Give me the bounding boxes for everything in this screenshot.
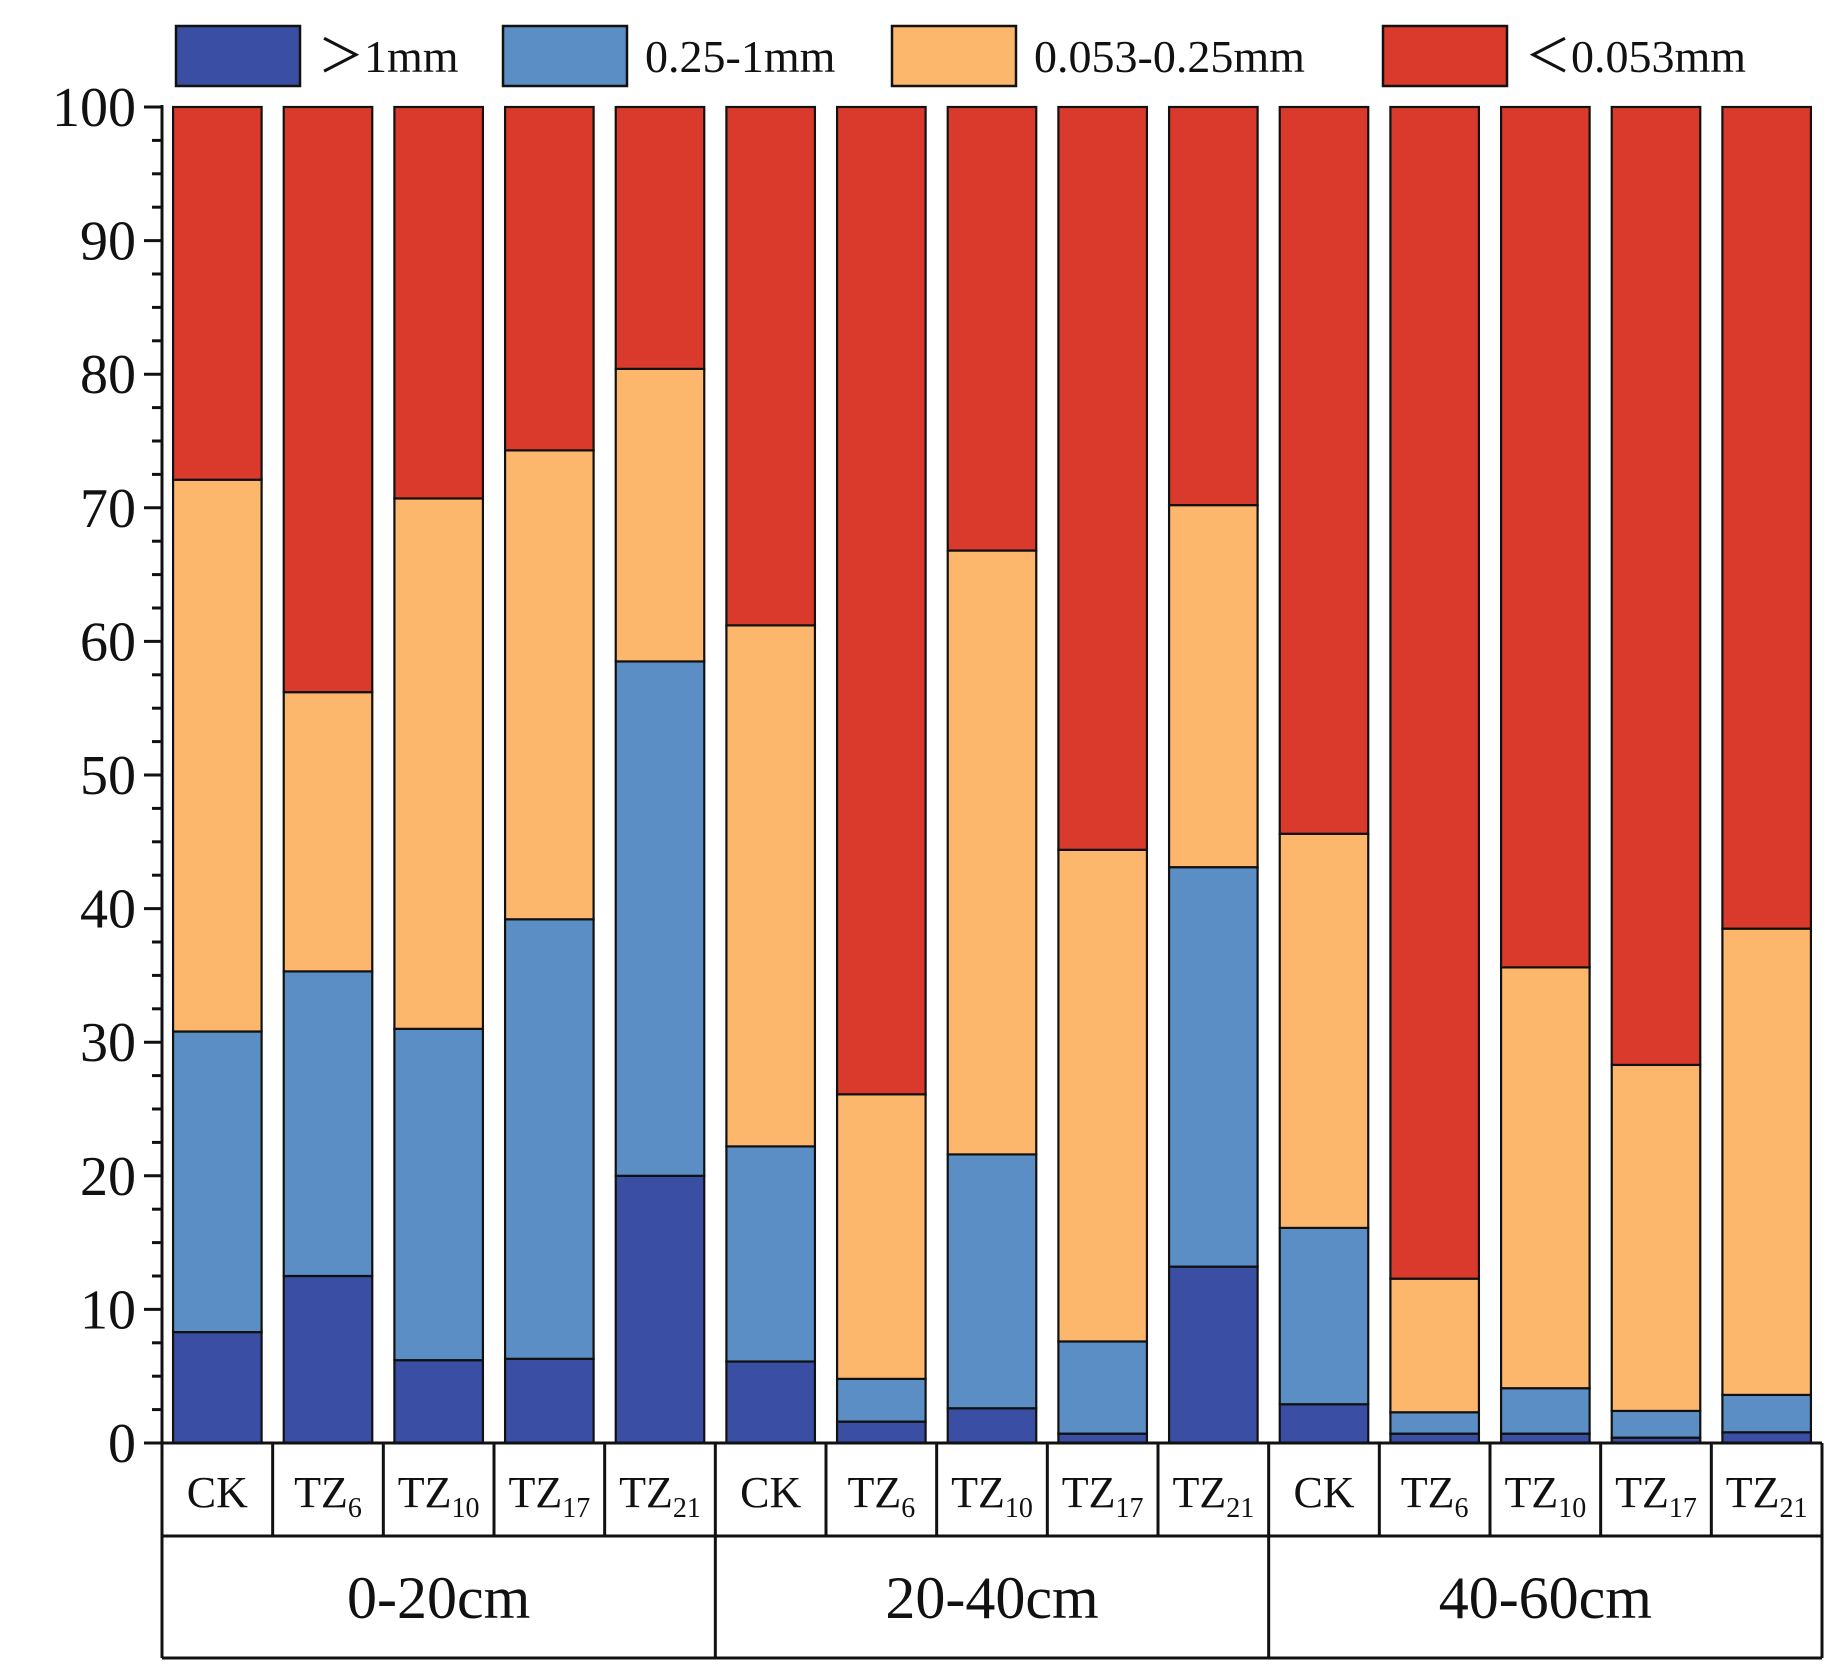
bar-segment-s2-c11: [1389, 1277, 1481, 1414]
bar-segment-s1-c8: [1057, 1340, 1149, 1435]
bar-segment-s3-c9: [1167, 105, 1259, 507]
category-label: CK: [740, 1468, 801, 1517]
legend-label: ＞1mm: [318, 31, 459, 82]
bar-segment-s0-c2: [393, 1359, 485, 1445]
bar-segment-s2-c1: [282, 691, 374, 973]
bar-segment-s1-c11: [1389, 1411, 1481, 1435]
legend-swatch: [501, 24, 629, 88]
bar-segment-s2-c10: [1278, 832, 1370, 1230]
bar-segment-s2-c13: [1610, 1063, 1702, 1413]
bar-segment-s3-c11: [1389, 105, 1481, 1280]
bar-segment-s2-c12: [1499, 966, 1591, 1390]
bar-segment-s3-c13: [1610, 105, 1702, 1067]
bar-segment-s1-c2: [393, 1027, 485, 1362]
bar-segment-s3-c0: [171, 105, 263, 481]
bar-segment-s1-c7: [946, 1153, 1038, 1410]
bar-segment-s2-c4: [614, 367, 706, 663]
bar-segment-s3-c4: [614, 105, 706, 370]
group-label: 40-60cm: [1439, 1565, 1652, 1631]
legend-label: 0.25-1mm: [645, 31, 836, 82]
bar-segment-s1-c10: [1278, 1226, 1370, 1406]
category-label: TZ21: [1726, 1468, 1808, 1524]
bar-segment-s1-c5: [725, 1145, 817, 1363]
group-label: 20-40cm: [885, 1565, 1098, 1631]
bar-segment-s0-c0: [171, 1331, 263, 1445]
axes: 0 10 20 30 40 50 60 70 80 90 100: [52, 77, 1822, 1475]
bar-segment-s1-c3: [503, 918, 595, 1360]
bar-segment-s2-c7: [946, 549, 1038, 1156]
y-tick-label: 40: [80, 879, 136, 941]
category-label: CK: [1293, 1468, 1354, 1517]
legend-swatch: [1381, 24, 1509, 88]
bar-segment-s1-c0: [171, 1030, 263, 1334]
bar-segment-s0-c1: [282, 1274, 374, 1445]
bar-segment-s2-c2: [393, 497, 485, 1030]
category-table: CK TZ6 TZ10 TZ17 TZ21 CK TZ6 TZ10 TZ17 TZ21 CK TZ6 T…: [160, 1443, 1824, 1660]
bar-segment-s0-c7: [946, 1407, 1038, 1445]
bar-segment-s1-c14: [1721, 1393, 1813, 1434]
bar-segment-s3-c6: [835, 105, 927, 1096]
category-label: TZ6: [294, 1468, 362, 1524]
bar-segment-s2-c0: [171, 478, 263, 1033]
bar-segment-s3-c8: [1057, 105, 1149, 851]
bar-segment-s1-c4: [614, 660, 706, 1177]
bar-segment-s1-c12: [1499, 1387, 1591, 1435]
category-label: TZ17: [508, 1468, 590, 1524]
category-label: TZ17: [1615, 1468, 1697, 1524]
bar-segment-s1-c13: [1610, 1409, 1702, 1439]
bar-segment-s0-c3: [503, 1357, 595, 1445]
category-label: TZ6: [847, 1468, 915, 1524]
category-label: TZ21: [619, 1468, 701, 1524]
bar-segment-s1-c1: [282, 970, 374, 1278]
bar-segment-s1-c6: [835, 1377, 927, 1423]
bar-segment-s3-c3: [503, 105, 595, 452]
y-tick-label: 80: [80, 344, 136, 406]
bar-segment-s1-c9: [1167, 866, 1259, 1268]
bar-segment-s3-c12: [1499, 105, 1591, 969]
legend-swatch: [174, 24, 302, 88]
bar-segment-s0-c10: [1278, 1403, 1370, 1445]
y-tick-label: 100: [52, 77, 136, 139]
bar-segment-s0-c5: [725, 1360, 817, 1445]
bar-segment-s3-c14: [1721, 105, 1813, 930]
y-tick-label: 0: [108, 1413, 136, 1475]
bar-segment-s2-c8: [1057, 848, 1149, 1343]
category-label: TZ10: [1504, 1468, 1586, 1524]
bar-segment-s2-c6: [835, 1093, 927, 1380]
bar-segment-s3-c10: [1278, 105, 1370, 835]
bar-segment-s3-c5: [725, 105, 817, 627]
y-tick-label: 60: [80, 611, 136, 673]
bar-segment-s3-c1: [282, 105, 374, 694]
legend-label: ＜0.053mm: [1525, 31, 1746, 82]
bar-segment-s0-c14: [1721, 1431, 1813, 1445]
y-tick-label: 20: [80, 1146, 136, 1208]
y-tick-label: 70: [80, 478, 136, 540]
bar-segment-s2-c5: [725, 624, 817, 1148]
bar-segment-s2-c9: [1167, 504, 1259, 869]
category-label: CK: [187, 1468, 248, 1517]
category-label: TZ10: [398, 1468, 480, 1524]
bar-segment-s0-c4: [614, 1174, 706, 1445]
category-label: TZ21: [1172, 1468, 1254, 1524]
y-tick-label: 30: [80, 1012, 136, 1074]
bar-segment-s0-c6: [835, 1420, 927, 1445]
y-tick-label: 10: [80, 1279, 136, 1341]
bar-segment-s2-c14: [1721, 927, 1813, 1397]
legend-label: 0.053-0.25mm: [1034, 31, 1305, 82]
y-tick-label: 90: [80, 211, 136, 273]
legend-swatch: [890, 24, 1018, 88]
category-label: TZ17: [1062, 1468, 1144, 1524]
legend: ＞1mm 0.25-1mm 0.053-0.25mm ＜0.053mm: [174, 24, 1746, 88]
bar-segment-s3-c7: [946, 105, 1038, 552]
category-label: TZ10: [951, 1468, 1033, 1524]
bars: [171, 105, 1813, 1445]
bar-segment-s3-c2: [393, 105, 485, 500]
bar-segment-s0-c9: [1167, 1265, 1259, 1445]
y-tick-label: 50: [80, 745, 136, 807]
bar-segment-s2-c3: [503, 449, 595, 921]
category-label: TZ6: [1401, 1468, 1469, 1524]
group-label: 0-20cm: [347, 1565, 530, 1631]
